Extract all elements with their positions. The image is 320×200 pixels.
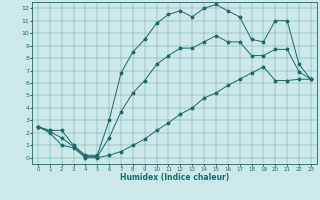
X-axis label: Humidex (Indice chaleur): Humidex (Indice chaleur) bbox=[120, 173, 229, 182]
